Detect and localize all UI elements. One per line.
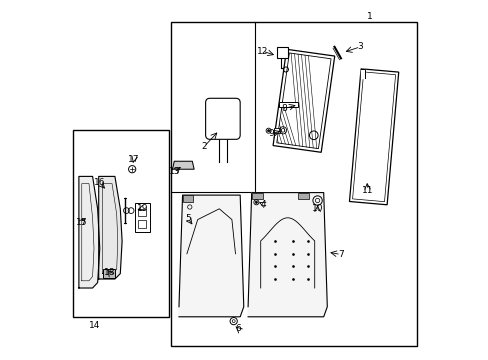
Polygon shape (172, 161, 194, 169)
Bar (252, 193, 263, 199)
Text: 10: 10 (311, 204, 323, 212)
Polygon shape (79, 176, 100, 288)
Text: 6: 6 (235, 324, 241, 333)
Bar (138, 220, 146, 228)
Text: 3: 3 (357, 42, 363, 51)
Text: 14: 14 (89, 320, 101, 330)
Circle shape (267, 130, 269, 132)
Polygon shape (360, 69, 365, 78)
Text: 17: 17 (128, 154, 140, 163)
Polygon shape (349, 69, 398, 205)
FancyBboxPatch shape (205, 98, 240, 139)
Polygon shape (179, 195, 244, 317)
Bar (170, 22, 416, 346)
Bar (182, 195, 193, 202)
Text: 18: 18 (103, 268, 115, 277)
Text: 1: 1 (366, 12, 372, 21)
Text: 4: 4 (260, 199, 265, 209)
Polygon shape (272, 49, 334, 152)
Text: 15: 15 (76, 218, 87, 227)
Text: 16: 16 (94, 178, 105, 187)
Text: 5: 5 (185, 214, 190, 223)
Bar (273, 128, 280, 133)
Text: 7: 7 (337, 250, 343, 259)
Polygon shape (247, 193, 326, 317)
Text: 12: 12 (256, 46, 267, 55)
Circle shape (255, 201, 257, 203)
Bar (134, 203, 149, 232)
Text: 2: 2 (201, 142, 206, 151)
Polygon shape (99, 176, 122, 279)
Bar (73, 130, 168, 317)
Text: 11: 11 (361, 186, 373, 194)
Bar (297, 193, 308, 199)
Bar (278, 102, 298, 107)
Bar (103, 269, 115, 278)
Text: 13: 13 (168, 167, 180, 176)
Text: 19: 19 (137, 204, 148, 212)
Bar (138, 209, 146, 216)
Text: 8: 8 (281, 104, 286, 113)
Polygon shape (276, 53, 330, 149)
Bar (276, 47, 287, 58)
Text: 9: 9 (268, 129, 273, 138)
